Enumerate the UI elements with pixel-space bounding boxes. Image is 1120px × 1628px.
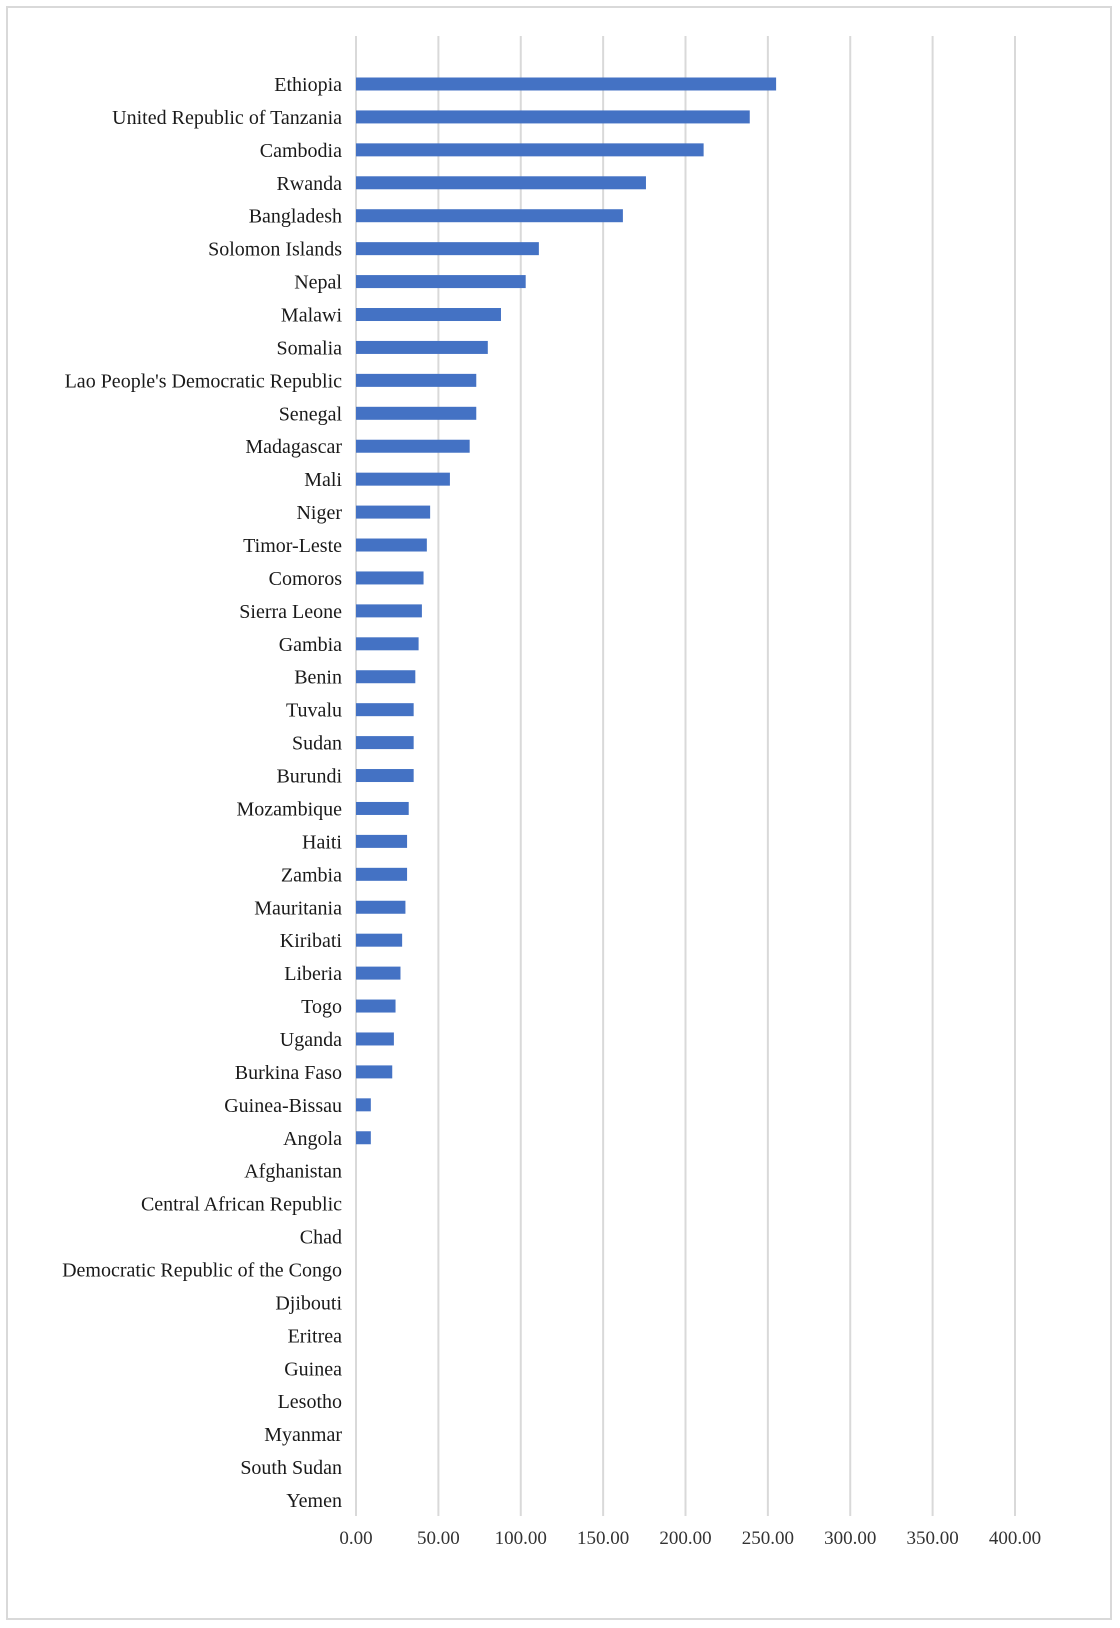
bar [356, 769, 414, 783]
category-label: Burundi [276, 766, 342, 788]
bar [356, 933, 403, 947]
category-label: Lao People's Democratic Republic [65, 370, 343, 392]
category-label: Zambia [281, 864, 342, 886]
category-label: Sudan [292, 733, 342, 755]
category-label: Malawi [281, 305, 343, 327]
category-label: Democratic Republic of the Congo [62, 1259, 342, 1281]
bar [356, 406, 477, 420]
category-label: Benin [294, 667, 342, 689]
category-label: Yemen [286, 1490, 342, 1512]
category-label: South Sudan [240, 1457, 342, 1479]
category-label: Tuvalu [286, 700, 342, 722]
category-label: Guinea [284, 1358, 342, 1380]
category-label: Liberia [284, 963, 342, 985]
x-tick-label: 50.00 [417, 1528, 460, 1549]
x-tick-label: 100.00 [495, 1528, 547, 1549]
category-label: Angola [283, 1128, 342, 1150]
category-label: Ethiopia [274, 74, 342, 96]
bar [356, 999, 396, 1013]
bar [356, 472, 450, 486]
bar [356, 1065, 393, 1079]
bar [356, 966, 401, 980]
gridlines [355, 36, 1016, 1516]
bar [356, 77, 777, 91]
category-label: Senegal [279, 403, 343, 425]
category-label: Eritrea [288, 1325, 343, 1347]
category-label: Timor-Leste [243, 535, 342, 557]
x-tick-label: 250.00 [742, 1528, 794, 1549]
bar [356, 801, 409, 815]
bar [356, 275, 526, 289]
bar [356, 867, 408, 881]
category-label: Solomon Islands [208, 239, 342, 261]
category-label: Uganda [280, 1029, 342, 1051]
category-label: Niger [296, 502, 342, 524]
bar [356, 670, 416, 684]
category-label: United Republic of Tanzania [112, 107, 342, 129]
category-label: Haiti [302, 831, 342, 853]
bar [356, 143, 704, 157]
bar-chart: Ethiopia United Republic of Tanzania Cambo… [62, 36, 1041, 1549]
category-label: Central African Republic [141, 1194, 342, 1216]
bar [356, 340, 488, 354]
bar [356, 900, 406, 914]
category-label: Djibouti [275, 1292, 342, 1314]
x-tick-label: 400.00 [989, 1528, 1041, 1549]
bars [356, 77, 777, 1145]
category-label: Kiribati [280, 930, 343, 952]
bar [356, 1098, 371, 1112]
x-tick-label: 200.00 [659, 1528, 711, 1549]
category-label: Chad [300, 1227, 342, 1249]
category-label: Madagascar [245, 436, 342, 458]
x-axis-tick-labels: 0.00 50.00 100.00 150.00 200.00 250.00 300.00 3… [339, 1528, 1041, 1549]
x-tick-label: 300.00 [824, 1528, 876, 1549]
category-label: Bangladesh [249, 206, 342, 228]
x-tick-label: 0.00 [339, 1528, 372, 1549]
category-label: Sierra Leone [239, 601, 342, 623]
bar [356, 1032, 394, 1046]
category-labels: Ethiopia United Republic of Tanzania Cambo… [62, 74, 342, 1512]
category-label: Mali [304, 469, 342, 491]
category-label: Togo [301, 996, 342, 1018]
bar [356, 834, 408, 848]
category-label: Gambia [279, 634, 342, 656]
bar [356, 604, 422, 618]
category-label: Afghanistan [244, 1161, 342, 1183]
bar [356, 308, 501, 322]
category-label: Myanmar [264, 1424, 342, 1446]
bar [356, 242, 539, 256]
category-label: Burkina Faso [235, 1062, 342, 1084]
category-label: Mozambique [236, 798, 342, 820]
chart-frame: Ethiopia United Republic of Tanzania Cambo… [6, 6, 1112, 1620]
category-label: Somalia [276, 337, 342, 359]
bar [356, 110, 750, 124]
category-label: Guinea-Bissau [224, 1095, 342, 1117]
category-label: Comoros [269, 568, 343, 590]
x-tick-label: 150.00 [577, 1528, 629, 1549]
bar [356, 209, 623, 223]
category-label: Cambodia [260, 140, 342, 162]
category-label: Rwanda [276, 173, 342, 195]
bar [356, 538, 427, 552]
category-label: Mauritania [254, 897, 342, 919]
bar [356, 736, 414, 750]
bar [356, 637, 419, 651]
category-label: Nepal [294, 272, 342, 294]
bar [356, 571, 424, 585]
category-label: Lesotho [278, 1391, 342, 1413]
bar [356, 703, 414, 717]
bar [356, 439, 470, 453]
bar [356, 176, 646, 190]
bar [356, 1131, 371, 1145]
x-tick-label: 350.00 [907, 1528, 959, 1549]
bar [356, 373, 477, 387]
bar [356, 505, 431, 519]
